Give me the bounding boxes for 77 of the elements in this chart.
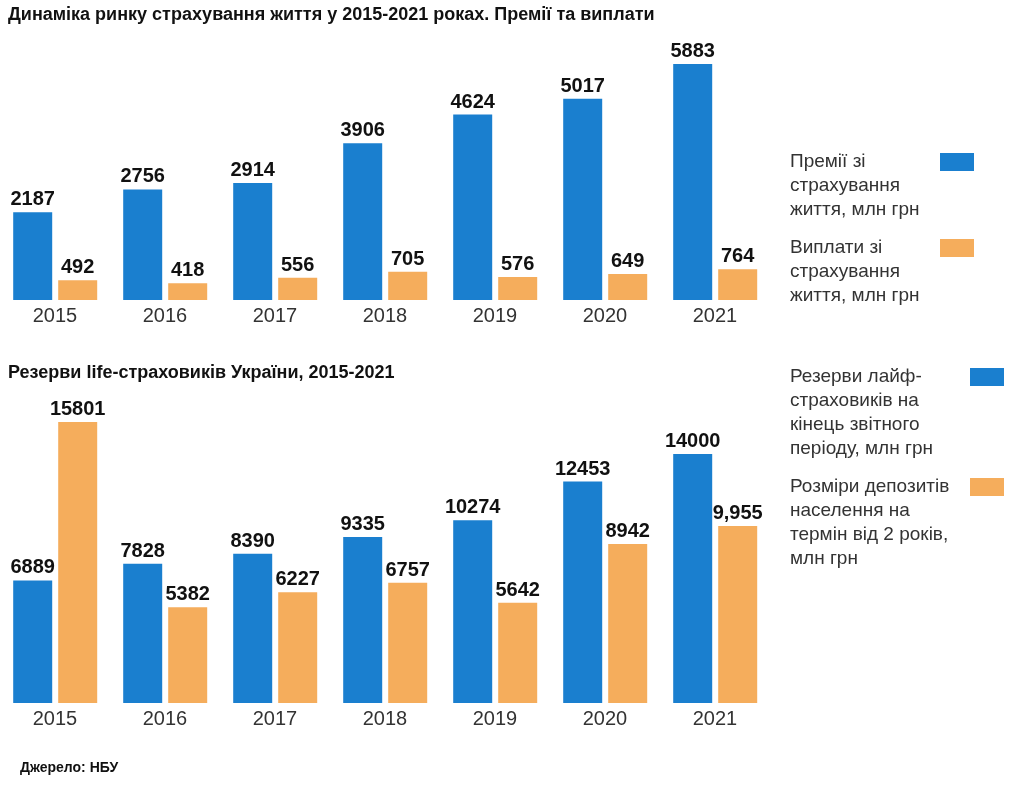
bar xyxy=(498,276,538,300)
bar xyxy=(13,212,53,300)
data-label: 576 xyxy=(501,251,535,274)
data-label: 5883 xyxy=(670,39,715,61)
bar xyxy=(718,525,758,703)
x-tick-label: 2020 xyxy=(582,304,628,327)
bar xyxy=(343,536,383,703)
data-label: 705 xyxy=(391,246,425,269)
data-label: 15801 xyxy=(49,397,106,419)
data-label: 9,955 xyxy=(712,500,763,523)
bar xyxy=(718,269,758,300)
legend-label: Резерви лайф-страховиків на кінець звітного періоду, млн грн xyxy=(790,364,934,460)
data-label: 5382 xyxy=(165,582,210,605)
data-label: 12453 xyxy=(554,456,611,479)
x-tick-label: 2015 xyxy=(32,707,78,730)
bar xyxy=(278,592,318,703)
x-tick-label: 2015 xyxy=(32,304,78,327)
data-label: 8390 xyxy=(230,528,275,551)
bar xyxy=(608,273,648,300)
chart-title: Динаміка ринку страхування життя у 2015-2021 роках. Премії та виплати xyxy=(8,4,656,26)
x-tick-label: 2019 xyxy=(472,707,518,730)
bar xyxy=(608,543,648,703)
data-label: 764 xyxy=(721,244,756,267)
data-label: 649 xyxy=(611,248,645,271)
x-tick-label: 2016 xyxy=(142,707,188,730)
data-label: 2187 xyxy=(10,187,55,210)
bar xyxy=(453,114,493,300)
data-label: 10274 xyxy=(444,495,502,518)
x-tick-label: 2017 xyxy=(252,707,298,730)
text: Джерело: НБУ xyxy=(20,759,119,775)
bar xyxy=(673,64,713,300)
data-label: 2914 xyxy=(230,158,276,181)
x-tick-label: 2019 xyxy=(472,304,518,327)
x-tick-label: 2020 xyxy=(582,707,628,730)
bar xyxy=(168,283,208,300)
bar xyxy=(123,189,163,300)
x-tick-label: 2017 xyxy=(252,304,298,327)
bar xyxy=(343,143,383,300)
x-tick-label: 2021 xyxy=(692,707,738,730)
data-label: 6227 xyxy=(275,567,320,590)
bar xyxy=(453,520,493,703)
chart-title: Резерви life-страховиків України, 2015-2021 xyxy=(8,362,395,382)
data-label: 4624 xyxy=(450,89,496,112)
bar xyxy=(13,580,53,703)
data-label: 3906 xyxy=(340,118,385,141)
bar xyxy=(498,602,538,703)
bar xyxy=(673,454,713,703)
data-label: 9335 xyxy=(340,511,385,534)
bar xyxy=(168,607,208,703)
legend-label: Розміри депозитів населення на термін від 2 років, млн грн xyxy=(790,474,951,570)
data-label: 14000 xyxy=(664,429,721,452)
x-tick-label: 2021 xyxy=(692,304,738,327)
data-label: 556 xyxy=(281,252,315,275)
bar xyxy=(58,280,98,300)
data-label: 6889 xyxy=(10,555,55,578)
x-tick-label: 2018 xyxy=(362,304,408,327)
bar xyxy=(278,277,318,300)
bar xyxy=(563,98,603,300)
bar xyxy=(58,422,98,703)
data-label: 6757 xyxy=(385,557,430,580)
data-label: 2756 xyxy=(120,164,165,187)
bar xyxy=(233,553,273,703)
legend-label: Виплати зі страхування життя, млн грн xyxy=(790,235,921,307)
bar xyxy=(388,271,428,300)
bar xyxy=(563,481,603,703)
bar xyxy=(388,582,428,703)
bar xyxy=(233,183,273,300)
data-label: 8942 xyxy=(605,518,650,541)
data-label: 418 xyxy=(171,258,205,281)
x-tick-label: 2016 xyxy=(142,304,188,327)
data-label: 492 xyxy=(61,255,95,278)
data-label: 5642 xyxy=(495,577,540,600)
bar xyxy=(123,563,163,703)
data-label: 5017 xyxy=(560,73,605,96)
legend-label: Премії зі страхування життя, млн грн xyxy=(790,149,921,221)
data-label: 7828 xyxy=(120,538,165,561)
x-tick-label: 2018 xyxy=(362,707,408,730)
